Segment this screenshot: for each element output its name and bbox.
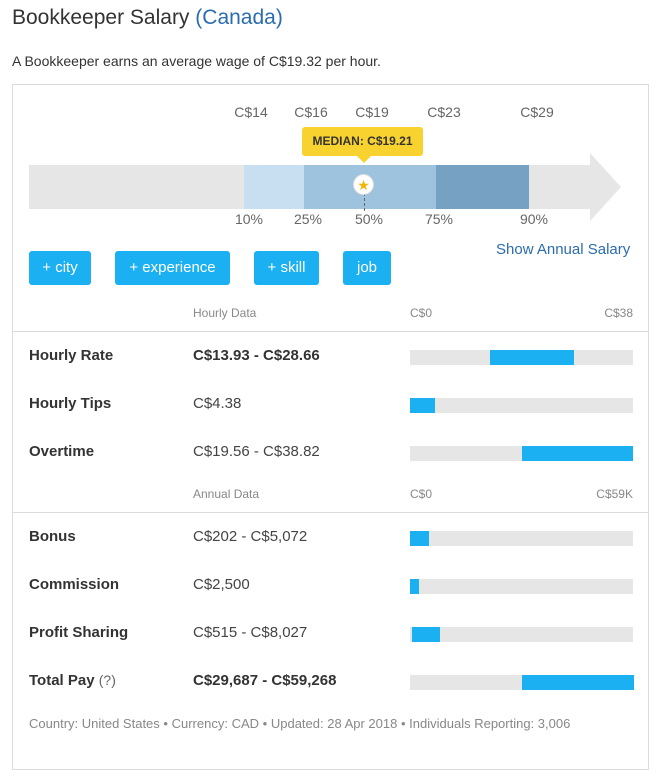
overtime-bar [410, 446, 633, 461]
hourly-tips-bar-fill [410, 398, 435, 413]
tick-p50-value: C$19 [355, 104, 389, 120]
tick-p50-label: 50% [354, 211, 384, 227]
commission-bar-fill [410, 579, 419, 594]
total-pay-value: C$29,687 - C$59,268 [193, 672, 337, 689]
footer-reporting: Individuals Reporting: 3,006 [409, 716, 571, 731]
bonus-bar [410, 531, 633, 546]
profit-sharing-value: C$515 - C$8,027 [193, 624, 308, 641]
hourly-rate-bar-fill [490, 350, 574, 365]
range-segment-50-75 [364, 165, 436, 209]
divider [13, 512, 648, 513]
hourly-tips-label: Hourly Tips [29, 395, 112, 412]
tick-p10-label: 10% [234, 211, 264, 227]
salary-card [12, 84, 649, 770]
total-pay-bar [410, 675, 634, 690]
bonus-label: Bonus [29, 528, 76, 545]
bonus-value: C$202 - C$5,072 [193, 528, 308, 545]
job-title: Bookkeeper Salary [12, 6, 190, 29]
tick-p25-value: C$16 [294, 104, 328, 120]
tick-p75-value: C$23 [427, 104, 461, 120]
footer-currency: Currency: CAD [171, 716, 260, 731]
footer-separator: • [163, 716, 168, 731]
annual-data-header: Annual Data [193, 487, 260, 501]
add-experience-button[interactable]: + experience [115, 251, 230, 285]
annual-scale-min: C$0 [410, 487, 433, 501]
profit-sharing-bar [410, 627, 633, 642]
range-arrow-head [590, 153, 621, 221]
tick-p90-label: 90% [519, 211, 549, 227]
commission-bar [410, 579, 633, 594]
hourly-rate-label: Hourly Rate [29, 347, 114, 364]
profit-sharing-label: Profit Sharing [29, 624, 129, 641]
divider [13, 331, 648, 332]
hourly-tips-bar [410, 398, 633, 413]
tick-p90-value: C$29 [520, 104, 554, 120]
job-button[interactable]: job [343, 251, 391, 285]
tick-p10-value: C$14 [234, 104, 268, 120]
overtime-value: C$19.56 - C$38.82 [193, 443, 320, 460]
show-annual-salary-link[interactable]: Show Annual Salary [496, 241, 631, 258]
add-skill-button[interactable]: + skill [254, 251, 319, 285]
hourly-scale-min: C$0 [410, 306, 433, 320]
median-badge: MEDIAN: C$19.21 [302, 127, 423, 163]
hourly-data-header: Hourly Data [193, 306, 257, 320]
hourly-rate-value: C$13.93 - C$28.66 [193, 347, 320, 364]
bonus-bar-fill [410, 531, 429, 546]
range-segment-10-25 [244, 165, 304, 209]
total-pay-label-text: Total Pay [29, 672, 95, 689]
commission-value: C$2,500 [193, 576, 250, 593]
page-title: Bookkeeper Salary (Canada) [12, 6, 283, 30]
tick-p75-label: 75% [424, 211, 454, 227]
footer-meta: Country: United States • Currency: CAD •… [29, 716, 570, 731]
hourly-rate-bar [410, 350, 633, 365]
overtime-bar-fill [522, 446, 633, 461]
total-pay-bar-fill [522, 675, 634, 690]
total-pay-label: Total Pay (?) [29, 672, 116, 689]
annual-scale-max: C$59K [596, 487, 633, 501]
commission-label: Commission [29, 576, 120, 593]
footer-updated: Updated: 28 Apr 2018 [270, 716, 398, 731]
footer-country: Country: United States [29, 716, 160, 731]
overtime-label: Overtime [29, 443, 95, 460]
hourly-tips-value: C$4.38 [193, 395, 242, 412]
country-link[interactable]: (Canada) [195, 6, 283, 29]
hourly-scale-max: C$38 [604, 306, 633, 320]
footer-separator: • [262, 716, 268, 731]
add-city-button[interactable]: + city [29, 251, 91, 285]
help-icon[interactable]: (?) [98, 672, 116, 688]
star-icon: ★ [353, 174, 374, 195]
range-segment-75-90 [436, 165, 529, 209]
tick-p25-label: 25% [293, 211, 323, 227]
footer-separator: • [400, 716, 406, 731]
average-wage-text: A Bookkeeper earns an average wage of C$… [12, 53, 381, 69]
profit-sharing-bar-fill [412, 627, 440, 642]
median-marker-line [364, 193, 365, 211]
